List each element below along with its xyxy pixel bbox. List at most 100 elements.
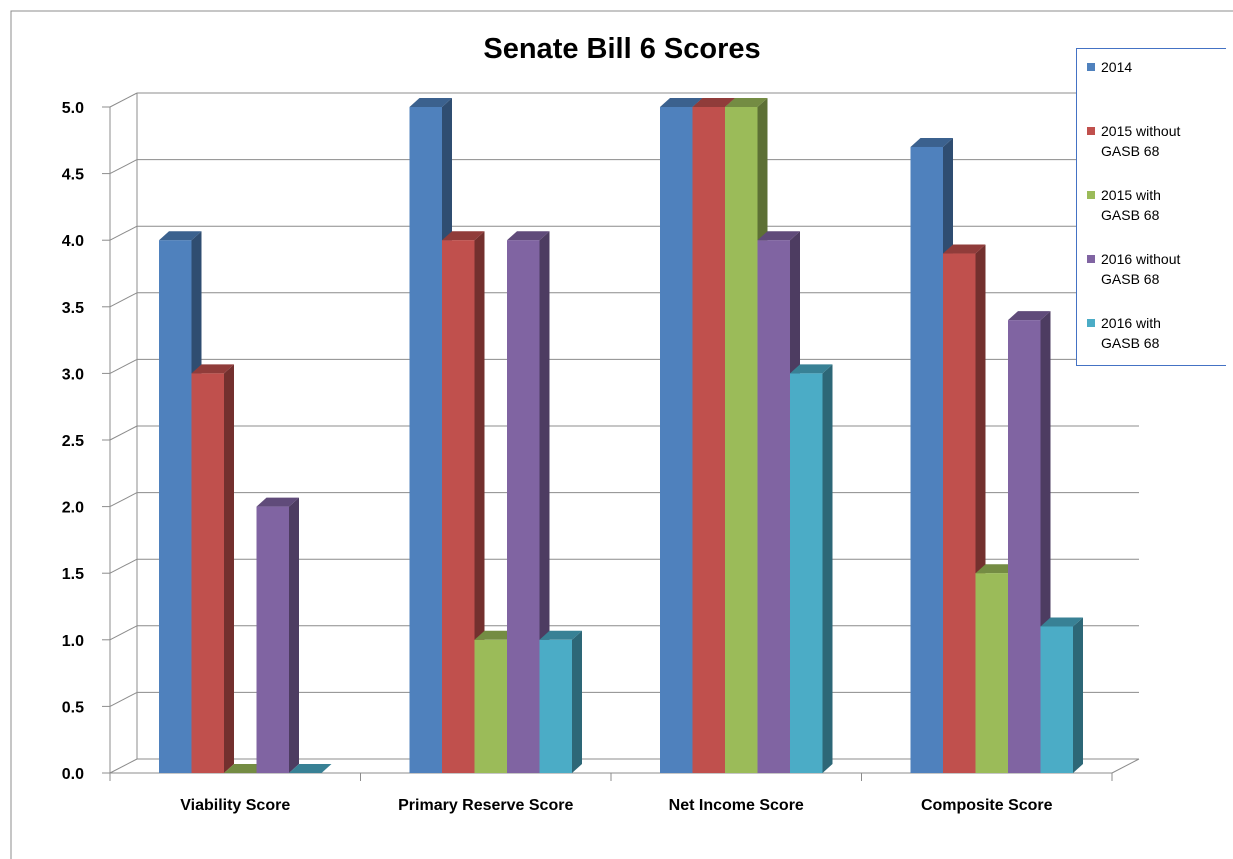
bar-side xyxy=(572,630,582,773)
x-tick-label: Net Income Score xyxy=(669,797,804,814)
bar-front xyxy=(1008,320,1041,773)
legend-item: 2015 without GASB 68 xyxy=(1087,121,1229,161)
bar-side xyxy=(822,364,833,773)
bar-front xyxy=(409,107,442,773)
bar-top xyxy=(790,364,833,374)
y-tick-label: 2.0 xyxy=(62,500,84,517)
gridline-depth xyxy=(109,358,138,374)
bar-front xyxy=(159,240,192,773)
bar-top xyxy=(975,564,1018,574)
gridline-depth xyxy=(109,758,138,774)
legend-item: 2014 xyxy=(1087,57,1229,77)
bar-top xyxy=(409,98,452,107)
bar-top xyxy=(757,231,800,241)
legend-label: 2015 without GASB 68 xyxy=(1101,123,1181,159)
bar-top xyxy=(191,364,234,374)
legend-swatch xyxy=(1087,255,1095,263)
chart-title: Senate Bill 6 Scores xyxy=(483,33,760,65)
x-tick-label: Viability Score xyxy=(180,797,290,814)
bar-front xyxy=(539,639,572,773)
x-tick-label: Primary Reserve Score xyxy=(398,797,573,814)
bar-top xyxy=(474,630,517,640)
gridline-depth xyxy=(109,159,138,175)
bar-front xyxy=(910,146,943,773)
gridline-depth xyxy=(109,691,138,707)
bar xyxy=(289,764,332,773)
y-tick-label: 5.0 xyxy=(62,100,84,117)
gridline-depth xyxy=(109,625,138,641)
legend-swatch xyxy=(1087,191,1095,199)
legend-label: 2014 xyxy=(1101,59,1133,75)
bar-top xyxy=(660,98,703,107)
x-axis-depth xyxy=(1111,758,1140,774)
gridline-depth xyxy=(109,292,138,308)
bar-front xyxy=(256,506,289,773)
bar xyxy=(943,244,986,773)
legend-item: 2016 with GASB 68 xyxy=(1087,313,1229,353)
y-tick-label: 3.0 xyxy=(62,366,84,383)
y-axis-tick-labels: 0.0 0.5 1.0 1.5 2.0 2.5 3.0 3.5 4.0 4.5 5.0 xyxy=(62,100,84,783)
bar xyxy=(256,497,299,773)
bar-top xyxy=(507,231,550,241)
x-tick-label: Composite Score xyxy=(921,797,1053,814)
bar-front xyxy=(790,373,823,773)
y-tick-label: 1.0 xyxy=(62,633,84,650)
bar-front xyxy=(757,240,790,773)
bar-top xyxy=(943,244,986,254)
legend-label: 2016 with GASB 68 xyxy=(1101,315,1161,351)
legend-swatch xyxy=(1087,63,1095,71)
bar xyxy=(539,630,582,773)
legend-swatch xyxy=(1087,319,1095,327)
bar-top xyxy=(1040,617,1083,627)
bar-front xyxy=(725,107,758,773)
y-tick-label: 0.0 xyxy=(62,766,84,783)
gridline-depth xyxy=(109,425,138,441)
bar-top xyxy=(539,630,582,640)
bars xyxy=(159,98,1083,773)
bar xyxy=(790,364,833,773)
bar-front xyxy=(943,253,976,773)
bar-top xyxy=(159,231,202,241)
gridline-depth xyxy=(109,492,138,508)
bar-top xyxy=(442,231,485,241)
gridline-depth xyxy=(109,558,138,574)
bar-front xyxy=(1040,626,1073,773)
bar-front xyxy=(692,107,725,773)
y-tick-label: 3.5 xyxy=(62,300,84,317)
bar-front xyxy=(507,240,540,773)
y-tick-label: 1.5 xyxy=(62,566,84,583)
bar-top xyxy=(256,497,299,507)
bar xyxy=(224,764,267,773)
gridline-depth xyxy=(109,92,138,108)
legend-item: 2015 with GASB 68 xyxy=(1087,185,1229,225)
bar-front xyxy=(975,573,1008,773)
bar-top xyxy=(224,764,267,773)
y-tick-label: 4.0 xyxy=(62,233,84,250)
gridline-depth xyxy=(109,225,138,241)
legend-swatch xyxy=(1087,127,1095,135)
bar-top xyxy=(1008,311,1051,321)
bar xyxy=(442,231,485,773)
bar-top xyxy=(289,764,332,773)
bar-top xyxy=(910,137,953,147)
bar xyxy=(1040,617,1083,773)
y-tick-label: 2.5 xyxy=(62,433,84,450)
bar-front xyxy=(442,240,475,773)
bar-top xyxy=(725,98,768,107)
legend: 2014 2015 without GASB 68 2015 with GASB 6… xyxy=(1076,48,1226,366)
legend-label: 2015 with GASB 68 xyxy=(1101,187,1161,223)
bar-front xyxy=(474,639,507,773)
bar-side xyxy=(1073,617,1083,773)
bar xyxy=(191,364,234,773)
bar-front xyxy=(191,373,224,773)
y-tick-label: 0.5 xyxy=(62,699,84,716)
legend-item: 2016 without GASB 68 xyxy=(1087,249,1229,289)
bar-side xyxy=(289,497,299,773)
x-axis-tick-labels: Viability Score Primary Reserve Score Net … xyxy=(180,797,1052,814)
legend-label: 2016 without GASB 68 xyxy=(1101,251,1181,287)
bar-front xyxy=(660,107,693,773)
y-tick-label: 4.5 xyxy=(62,167,84,184)
bar-side xyxy=(224,364,234,773)
